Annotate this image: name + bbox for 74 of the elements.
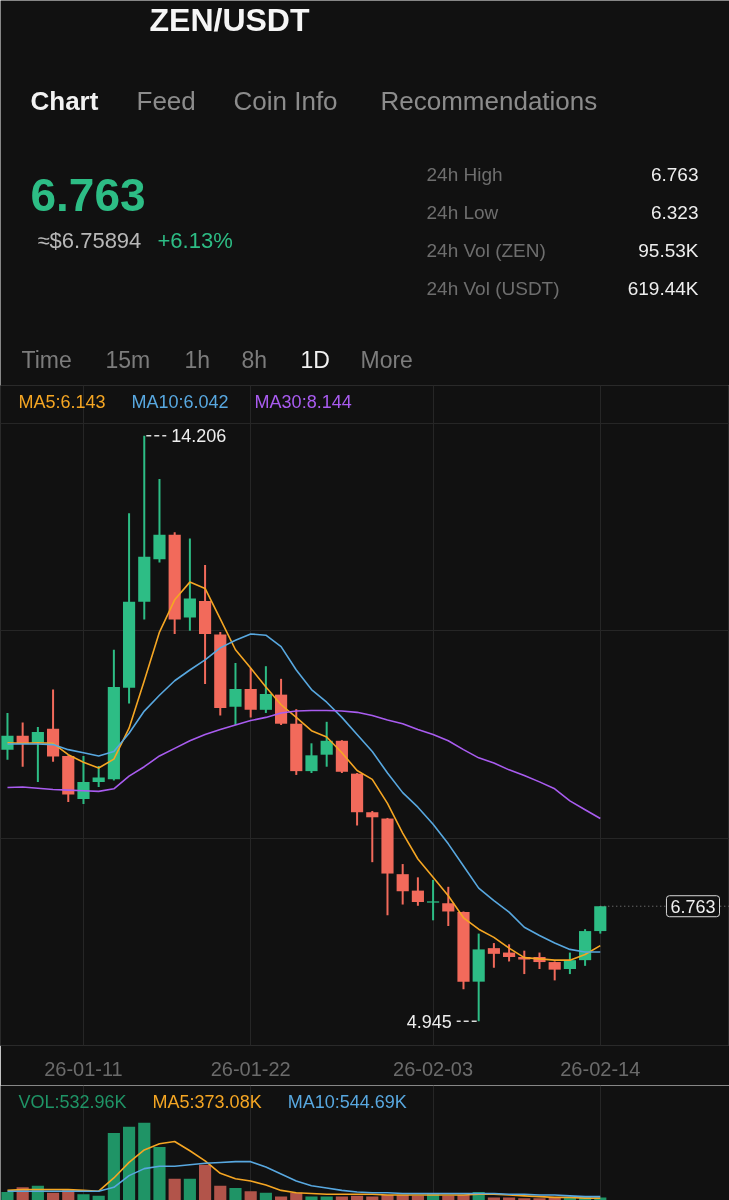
candlestick	[259, 665, 272, 714]
candlestick	[305, 742, 318, 775]
bar	[77, 1194, 90, 1200]
bar	[92, 1195, 105, 1200]
text: 24h Vol (ZEN)	[426, 240, 546, 261]
x-tick-label: 26-02-03	[393, 1057, 474, 1080]
x-tick-label: 26-01-11	[44, 1057, 123, 1080]
bar	[168, 1178, 181, 1200]
text: 15m	[105, 346, 151, 373]
bar	[122, 1126, 136, 1200]
candlestick	[77, 754, 90, 806]
text: More	[360, 346, 413, 373]
text: ZEN/USDT	[149, 1, 310, 38]
candlestick	[427, 878, 440, 922]
bar	[199, 1164, 212, 1200]
bar	[183, 1178, 196, 1200]
text: 6.763	[30, 168, 146, 221]
bar	[244, 1191, 257, 1200]
bar	[1, 1191, 14, 1200]
bar	[138, 1122, 151, 1200]
text: Recommendations	[380, 85, 598, 116]
text: 1D	[300, 346, 330, 373]
text: +6.13%	[157, 228, 233, 253]
candlestick	[244, 667, 257, 719]
text: ≈$6.75894	[37, 228, 142, 253]
bar	[503, 1197, 516, 1200]
bar	[153, 1146, 166, 1200]
candlestick	[320, 720, 333, 768]
series-label: MA5:373.08K	[152, 1091, 262, 1112]
text: 6.763	[650, 164, 699, 185]
candlestick	[442, 885, 455, 928]
bar	[229, 1188, 242, 1200]
bar	[411, 1195, 424, 1200]
text: 24h Vol (USDT)	[426, 278, 560, 299]
candlestick	[411, 876, 424, 907]
candlestick	[563, 951, 576, 976]
text: 8h	[241, 346, 268, 373]
bar	[487, 1197, 500, 1200]
bar	[107, 1132, 120, 1200]
text: Feed	[136, 85, 196, 116]
candlestick	[366, 809, 379, 864]
text: 6.323	[650, 202, 699, 223]
ref-line-label: 6.763	[670, 896, 716, 917]
text: Time	[21, 346, 72, 373]
bar	[46, 1192, 60, 1200]
text: 619.44K	[627, 278, 699, 299]
text: MA5:6.143	[18, 391, 106, 412]
text: 1h	[184, 346, 211, 373]
bar	[442, 1195, 455, 1200]
bar	[305, 1196, 318, 1200]
candlestick	[1, 711, 14, 761]
candlestick	[229, 662, 242, 726]
candlestick	[92, 765, 105, 788]
bar	[259, 1192, 272, 1200]
x-tick-label: 26-02-14	[560, 1057, 641, 1080]
series-label: VOL:532.96K	[18, 1091, 127, 1112]
x-tick-label: 26-01-22	[210, 1057, 291, 1080]
bar	[214, 1185, 227, 1200]
text: MA10:544.69K	[287, 1091, 407, 1112]
candlestick	[396, 863, 409, 906]
candlestick	[487, 942, 500, 969]
text: Coin Info	[233, 85, 338, 116]
annotation: 14.206	[171, 426, 227, 447]
candlestick	[31, 725, 44, 783]
candlestick	[183, 537, 196, 632]
text: MA30:8.144	[254, 391, 352, 412]
text: MA10:6.042	[131, 391, 229, 412]
text: 24h High	[426, 164, 503, 185]
text: 24h Low	[426, 202, 499, 223]
candlestick	[548, 960, 561, 982]
annotation: 4.945	[406, 1011, 452, 1032]
text: Chart	[30, 85, 99, 116]
bar	[351, 1195, 364, 1200]
text: 95.53K	[638, 240, 699, 261]
